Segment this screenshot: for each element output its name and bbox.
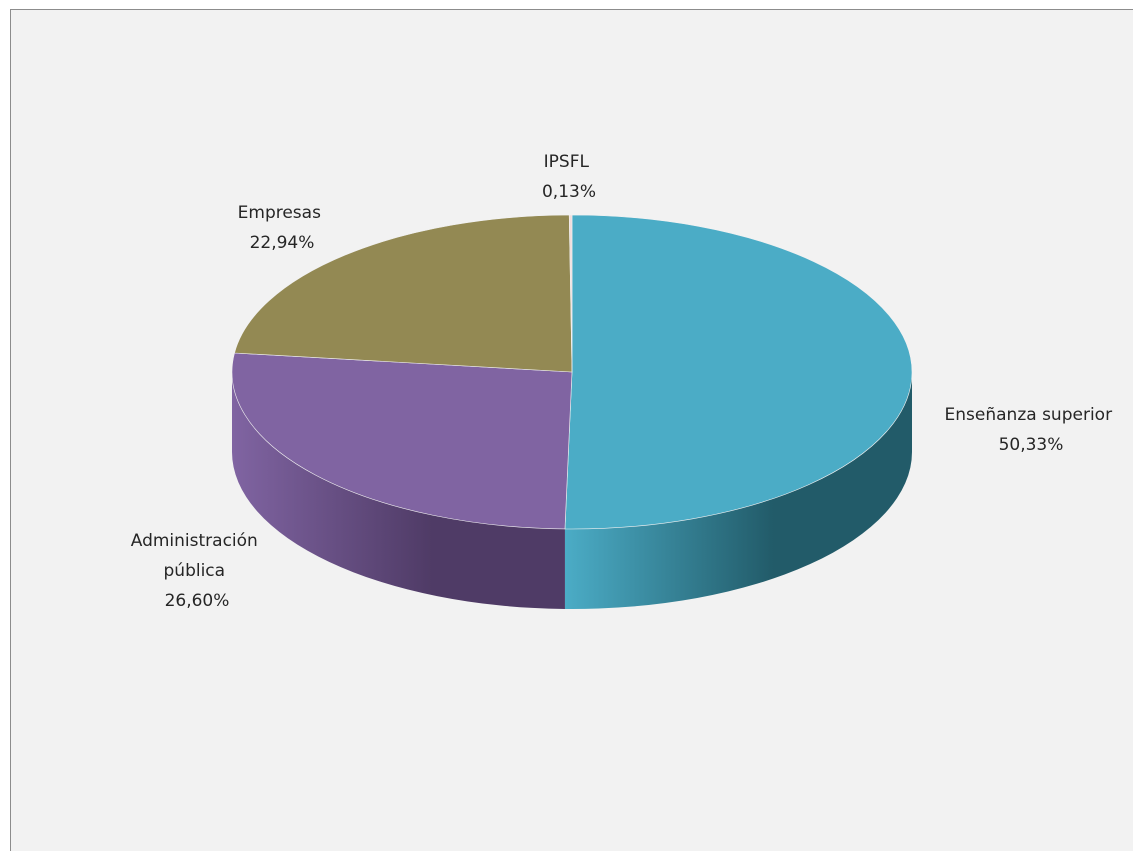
- pie-slices: [231, 214, 913, 530]
- pie-slice-1: [231, 352, 573, 530]
- label-ipsfl: IPSFL 0,13%: [542, 152, 596, 202]
- pie-slice-2: [234, 214, 573, 373]
- label-ensenanza-superior: Enseñanza superior 50,33%: [945, 405, 1118, 455]
- pie-slice-0: [564, 214, 913, 530]
- chart-area: IPSFL 0,13% Empresas 22,94% Enseñanza su…: [10, 9, 1133, 851]
- pie-slice-3: [568, 214, 573, 373]
- pie-chart: IPSFL 0,13% Empresas 22,94% Enseñanza su…: [131, 152, 1118, 611]
- label-empresas: Empresas 22,94%: [238, 203, 327, 253]
- pie-side-0: [564, 372, 912, 609]
- pie-side-walls: [232, 372, 912, 609]
- label-administracion-publica: Administración pública 26,60%: [131, 531, 263, 611]
- pie-side-1: [232, 372, 565, 609]
